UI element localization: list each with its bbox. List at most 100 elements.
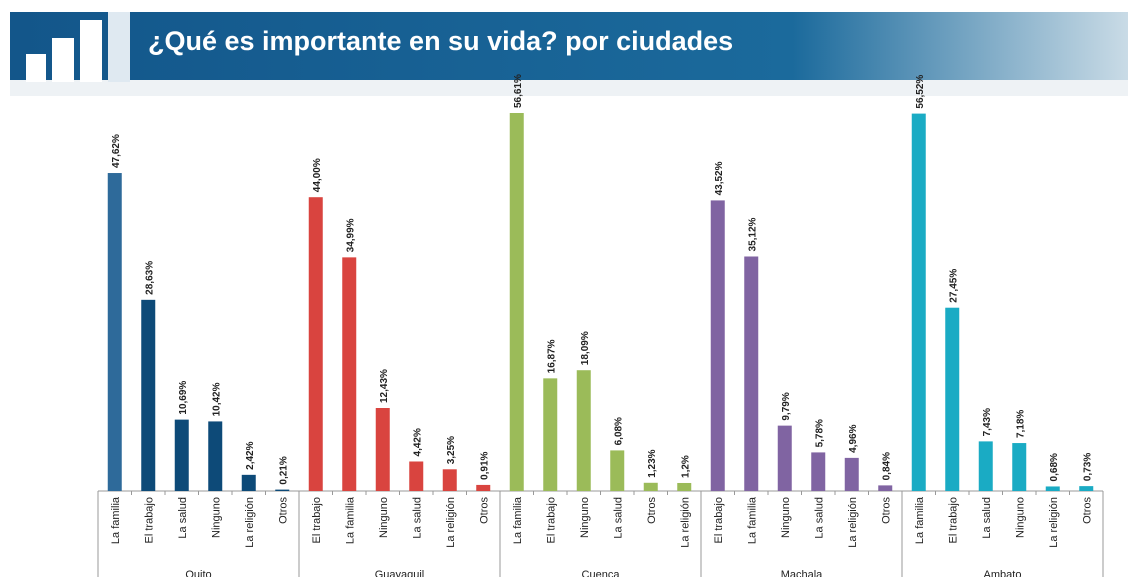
bar (275, 489, 290, 491)
value-label: 12,43% (379, 369, 390, 403)
group-label: Machala (781, 569, 823, 577)
value-label: 9,79% (781, 392, 792, 420)
value-label: 56,61% (513, 74, 524, 108)
value-label: 44,00% (312, 158, 323, 192)
category-label: La familia (344, 496, 356, 544)
group-label: Ambato (984, 569, 1022, 577)
bar (241, 474, 256, 491)
bar (1045, 486, 1060, 491)
bar (308, 197, 323, 491)
value-label: 6,08% (613, 417, 624, 445)
bar (710, 200, 725, 492)
bar (107, 173, 122, 491)
value-label: 18,09% (580, 331, 591, 365)
value-label: 4,96% (848, 424, 859, 452)
value-label: 43,52% (714, 161, 725, 195)
value-label: 0,91% (479, 451, 490, 479)
logo (26, 12, 130, 82)
category-label: La religión (244, 497, 256, 548)
category-label: La religión (445, 497, 457, 548)
value-label: 28,63% (144, 261, 155, 295)
value-label: 7,43% (982, 408, 993, 436)
bar (844, 457, 859, 491)
category-label: Ninguno (780, 497, 792, 538)
category-label: Otros (277, 497, 289, 524)
value-label: 7,18% (1015, 410, 1026, 438)
category-label: El trabajo (545, 497, 557, 543)
category-label: Ninguno (210, 497, 222, 538)
value-label: 3,25% (446, 436, 457, 464)
value-label: 1,2% (680, 455, 691, 478)
bar (543, 378, 558, 491)
chart-title: ¿Qué es importante en su vida? por ciuda… (148, 26, 733, 56)
bar (442, 469, 457, 491)
bar (978, 441, 993, 491)
bar (744, 256, 759, 491)
bar (1012, 443, 1027, 491)
value-label: 2,42% (245, 441, 256, 469)
bar (945, 307, 960, 491)
value-label: 47,62% (111, 134, 122, 168)
category-label: Otros (646, 497, 658, 524)
category-label: La salud (411, 497, 423, 539)
value-label: 0,84% (881, 452, 892, 480)
category-label: El trabajo (311, 497, 323, 543)
value-label: 16,87% (546, 339, 557, 373)
bar (777, 425, 792, 491)
category-label: Ninguno (1014, 497, 1026, 538)
bar (1079, 486, 1094, 491)
category-label: Ninguno (579, 497, 591, 538)
category-label: La religión (679, 497, 691, 548)
value-label: 35,12% (747, 217, 758, 251)
category-label: Otros (1081, 497, 1093, 524)
bar (911, 113, 926, 491)
group-label: Cuenca (582, 569, 621, 577)
header-shadow (10, 80, 1128, 96)
bar (610, 450, 625, 491)
category-label: Ninguno (378, 497, 390, 538)
value-label: 34,99% (345, 218, 356, 252)
value-label: 56,52% (915, 75, 926, 109)
value-label: 10,42% (211, 382, 222, 416)
bar (811, 452, 826, 491)
category-label: La familia (110, 496, 122, 544)
bar (476, 484, 491, 491)
category-label: La familia (746, 496, 758, 544)
value-label: 0,68% (1049, 453, 1060, 481)
category-label: El trabajo (143, 497, 155, 543)
category-label: La religión (847, 497, 859, 548)
bar (677, 482, 692, 491)
category-label: El trabajo (713, 497, 725, 543)
bar (878, 485, 893, 491)
bar (409, 461, 424, 491)
category-label: La familia (914, 496, 926, 544)
value-label: 0,73% (1082, 453, 1093, 481)
value-label: 1,23% (647, 449, 658, 477)
category-label: La salud (981, 497, 993, 539)
bar (342, 257, 357, 491)
value-label: 4,42% (412, 428, 423, 456)
bar (643, 482, 658, 491)
category-label: El trabajo (947, 497, 959, 543)
category-label: La familia (512, 496, 524, 544)
bar (375, 408, 390, 491)
category-label: La religión (1048, 497, 1060, 548)
value-label: 5,78% (814, 419, 825, 447)
group-label: Quito (185, 569, 211, 577)
bar (208, 421, 223, 491)
category-label: Otros (880, 497, 892, 524)
group-label: Guayaquil (375, 569, 425, 577)
value-label: 0,21% (278, 456, 289, 484)
category-label: La salud (813, 497, 825, 539)
value-label: 10,69% (178, 381, 189, 415)
header-banner (10, 12, 1128, 80)
bar (509, 113, 524, 491)
category-label: Otros (478, 497, 490, 524)
bar (174, 419, 189, 491)
category-label: La salud (612, 497, 624, 539)
bar (141, 299, 156, 491)
category-label: La salud (177, 497, 189, 539)
bar (576, 370, 591, 491)
value-label: 27,45% (948, 269, 959, 303)
